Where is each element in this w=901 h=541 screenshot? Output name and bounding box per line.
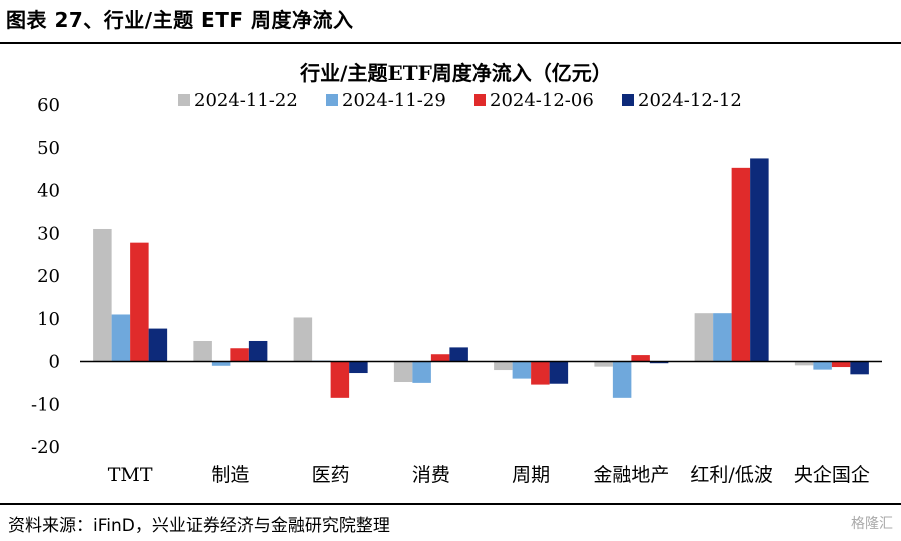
y-tick-label: 50 <box>37 138 60 159</box>
bar <box>813 361 832 370</box>
bar <box>393 361 413 383</box>
bar <box>512 361 532 379</box>
legend-label: 2024-11-29 <box>342 90 446 111</box>
x-category-label: 金融地产 <box>593 464 669 486</box>
bar <box>850 361 869 375</box>
bar <box>349 361 368 374</box>
figure-title: 图表 27、行业/主题 ETF 周度净流入 <box>6 8 354 32</box>
x-category-label: 红利/低波 <box>690 464 772 486</box>
x-category-label: 医药 <box>312 464 350 486</box>
bar <box>293 317 313 362</box>
bar <box>130 242 149 362</box>
y-tick-label: 40 <box>37 181 60 202</box>
legend-label: 2024-11-22 <box>194 90 298 111</box>
bar <box>549 361 569 384</box>
bar <box>713 313 732 362</box>
bar <box>211 361 231 366</box>
bar <box>193 340 212 362</box>
x-category-label: TMT <box>108 464 153 486</box>
bar <box>248 340 268 362</box>
y-axis: -20 -10 0 10 20 30 40 50 60 <box>31 95 60 458</box>
bar <box>449 347 468 362</box>
x-category-label: 消费 <box>412 464 450 486</box>
x-category-label: 制造 <box>211 464 249 486</box>
legend-swatch <box>474 94 486 106</box>
source-note: 资料来源：iFinD，兴业证券经济与金融研究院整理 <box>8 516 390 536</box>
bar <box>330 361 350 398</box>
y-tick-label: 60 <box>37 95 60 116</box>
y-tick-label: 30 <box>37 223 60 244</box>
legend-label: 2024-12-06 <box>490 90 594 111</box>
top-rule <box>0 42 901 44</box>
bar <box>230 348 249 362</box>
bars <box>93 158 869 398</box>
bar <box>631 355 650 362</box>
bar <box>612 361 632 398</box>
bottom-rule <box>0 503 901 505</box>
x-category-label: 周期 <box>512 464 550 486</box>
y-tick-label: 0 <box>49 352 60 373</box>
bar <box>531 361 550 385</box>
y-tick-label: -10 <box>31 394 60 415</box>
chart-title: 行业/主题ETF周度净流入（亿元） <box>299 61 612 85</box>
watermark-logo: 格隆汇 <box>851 516 893 532</box>
y-tick-label: -20 <box>31 437 60 458</box>
bar <box>148 328 168 362</box>
bar <box>731 167 751 362</box>
bar <box>649 361 669 364</box>
bar <box>412 361 431 383</box>
bar <box>750 158 769 362</box>
bar <box>111 314 131 362</box>
legend-swatch <box>178 94 190 106</box>
bar <box>594 361 613 367</box>
x-category-label: 央企国企 <box>794 464 870 486</box>
bar <box>93 228 112 362</box>
legend: 2024-11-22 2024-11-29 2024-12-06 2024-12-12 <box>178 90 742 111</box>
legend-swatch <box>622 94 634 106</box>
bar <box>494 361 513 371</box>
bar <box>694 313 714 362</box>
bar <box>794 361 814 366</box>
x-axis-labels: TMT 制造 医药 消费 周期 金融地产 红利/低波 央企国企 <box>108 464 870 486</box>
legend-swatch <box>326 94 338 106</box>
y-tick-label: 20 <box>37 266 60 287</box>
legend-label: 2024-12-12 <box>638 90 742 111</box>
y-tick-label: 10 <box>37 309 60 330</box>
bar <box>831 361 851 368</box>
bar <box>430 354 450 362</box>
